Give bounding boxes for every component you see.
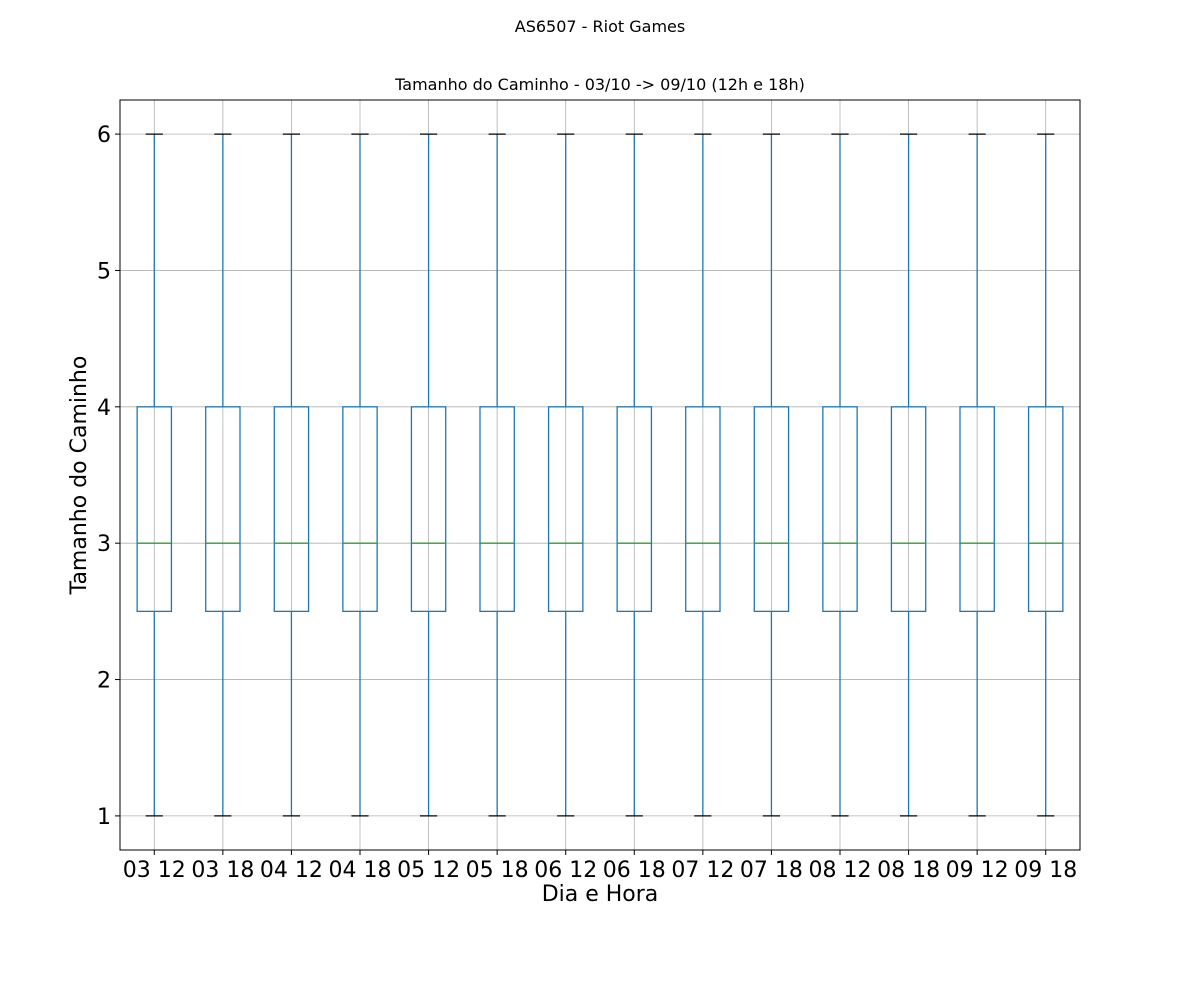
x-tick-label: 04 18 (329, 858, 392, 883)
plot-frame (119, 99, 1081, 851)
box-04-18 (342, 133, 378, 817)
box-04-12 (273, 133, 310, 817)
box-08-12 (822, 133, 858, 817)
x-tick-label: 06 18 (603, 858, 666, 883)
box-body (479, 406, 515, 613)
box-body (753, 406, 790, 613)
y-tick-label: 5 (97, 259, 111, 284)
y-tick-label: 6 (97, 123, 111, 148)
y-tick-label: 3 (97, 532, 111, 557)
box-layer (136, 133, 1064, 817)
box-body (342, 406, 378, 613)
box-06-18 (616, 133, 653, 817)
box-06-12 (547, 133, 584, 817)
box-body (205, 406, 241, 613)
box-05-18 (479, 133, 515, 817)
box-05-12 (410, 133, 447, 817)
box-07-18 (753, 133, 790, 817)
grid-layer (120, 100, 1080, 850)
x-tick-label: 04 12 (260, 858, 323, 883)
box-03-18 (205, 133, 241, 817)
x-tick-label: 03 18 (191, 858, 254, 883)
chart-title: Tamanho do Caminho - 03/10 -> 09/10 (12h… (395, 75, 805, 94)
box-08-18 (890, 133, 927, 817)
x-tick-label: 03 12 (123, 858, 186, 883)
box-body (547, 406, 584, 613)
box-body (890, 406, 927, 613)
box-09-12 (959, 133, 995, 817)
box-body (822, 406, 858, 613)
x-tick-label: 08 12 (809, 858, 872, 883)
x-tick-label: 05 12 (397, 858, 460, 883)
x-tick-label: 09 12 (946, 858, 1009, 883)
box-body (1027, 406, 1064, 613)
box-body (273, 406, 310, 613)
box-body (959, 406, 995, 613)
box-07-12 (685, 133, 721, 817)
box-03-12 (136, 133, 173, 817)
x-tick-label: 06 12 (534, 858, 597, 883)
x-axis-label: Dia e Hora (542, 882, 659, 907)
box-body (685, 406, 721, 613)
y-tick-label: 4 (97, 396, 111, 421)
box-body (616, 406, 653, 613)
y-tick-label: 2 (97, 669, 111, 694)
x-tick-label: 07 12 (671, 858, 734, 883)
y-tick-label: 1 (97, 805, 111, 830)
box-09-18 (1027, 133, 1064, 817)
x-tick-label: 08 18 (877, 858, 940, 883)
y-axis-label: Tamanho do Caminho (67, 356, 92, 596)
x-tick-label: 07 18 (740, 858, 803, 883)
box-body (136, 406, 173, 613)
x-tick-label: 09 18 (1014, 858, 1077, 883)
box-body (410, 406, 447, 613)
x-tick-label: 05 18 (466, 858, 529, 883)
figure-suptitle: AS6507 - Riot Games (514, 17, 686, 36)
